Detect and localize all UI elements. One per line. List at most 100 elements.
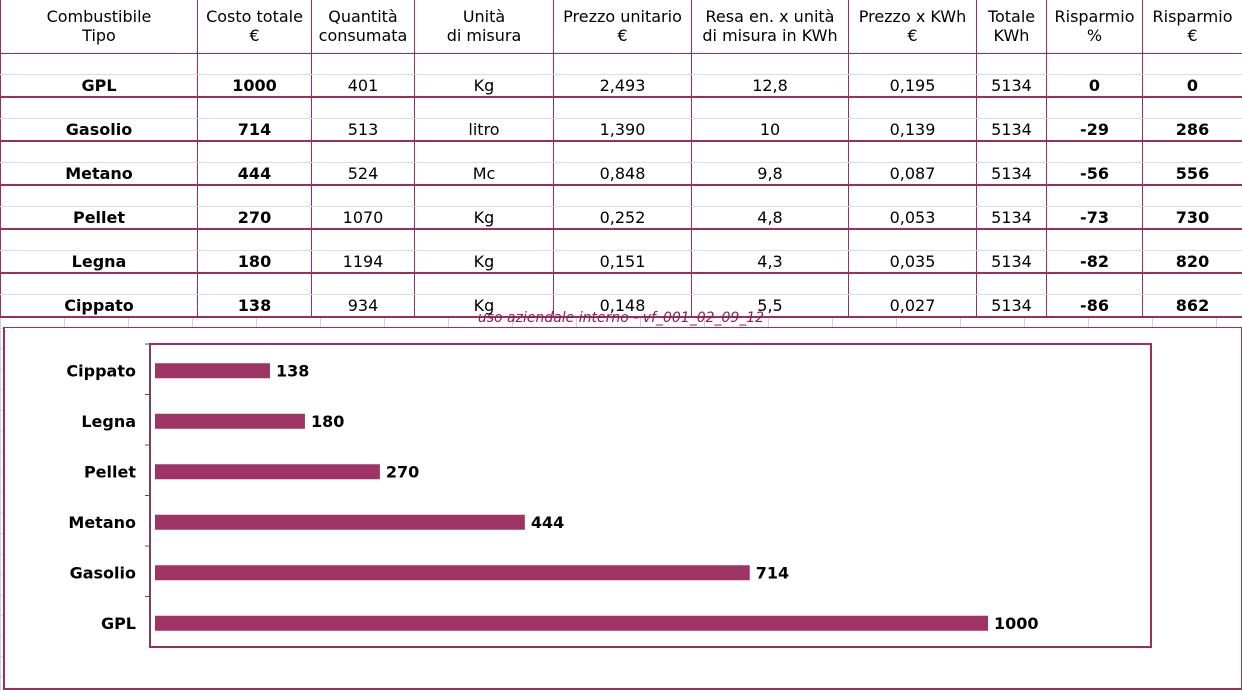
cell-energy-yield[interactable]: 4,8: [691, 206, 849, 230]
bar-metano: [155, 514, 525, 530]
cell-saving-euro[interactable]: 862: [1142, 294, 1242, 318]
spacer-cell: [691, 229, 849, 251]
header-energy-yield: di misura in KWh: [691, 26, 849, 54]
cell-saving-percent[interactable]: -73: [1046, 206, 1143, 230]
cell-price-per-kwh[interactable]: 0,053: [848, 206, 977, 230]
cell-unit[interactable]: Mc: [414, 162, 554, 186]
cell-energy-yield[interactable]: 4,3: [691, 250, 849, 274]
spacer-cell: [197, 97, 312, 119]
spacer-cell: [0, 53, 198, 75]
spacer-cell: [414, 273, 554, 295]
spacer-cell: [311, 273, 415, 295]
cell-quantity[interactable]: 1070: [311, 206, 415, 230]
cell-total-kwh[interactable]: 5134: [976, 294, 1047, 318]
spacer-cell: [691, 185, 849, 207]
cell-quantity[interactable]: 524: [311, 162, 415, 186]
header-unit: Unità: [414, 0, 554, 26]
cell-total-kwh[interactable]: 5134: [976, 118, 1047, 142]
cell-unit-price[interactable]: 0,848: [553, 162, 692, 186]
cell-quantity[interactable]: 401: [311, 74, 415, 98]
cell-unit-price[interactable]: 0,148: [553, 294, 692, 318]
header-quantity: Quantità: [311, 0, 415, 26]
cell-total-kwh[interactable]: 5134: [976, 74, 1047, 98]
spacer-cell: [197, 185, 312, 207]
cell-saving-percent[interactable]: -82: [1046, 250, 1143, 274]
cell-price-per-kwh[interactable]: 0,139: [848, 118, 977, 142]
cell-fuel-type[interactable]: Cippato: [0, 294, 198, 318]
spacer-cell: [414, 53, 554, 75]
cell-unit-price[interactable]: 2,493: [553, 74, 692, 98]
spacer-cell: [1046, 53, 1143, 75]
spacer-row: [0, 53, 1242, 75]
cell-fuel-type[interactable]: Legna: [0, 250, 198, 274]
cell-total-cost[interactable]: 180: [197, 250, 312, 274]
header-unit-price: Prezzo unitario: [553, 0, 692, 26]
cell-saving-percent[interactable]: 0: [1046, 74, 1143, 98]
cell-saving-percent[interactable]: -86: [1046, 294, 1143, 318]
spacer-cell: [1142, 97, 1242, 119]
data-label: 714: [756, 563, 789, 582]
data-label: 138: [276, 361, 309, 380]
spacer-cell: [414, 141, 554, 163]
cell-saving-euro[interactable]: 730: [1142, 206, 1242, 230]
cell-quantity[interactable]: 513: [311, 118, 415, 142]
cell-total-cost[interactable]: 138: [197, 294, 312, 318]
data-label: 180: [311, 412, 344, 431]
spacer-cell: [848, 141, 977, 163]
cell-saving-euro[interactable]: 820: [1142, 250, 1242, 274]
cell-saving-euro[interactable]: 286: [1142, 118, 1242, 142]
cell-unit[interactable]: Kg: [414, 74, 554, 98]
bar-cippato: [155, 363, 270, 379]
category-label: Legna: [81, 412, 136, 431]
spacer-cell: [976, 53, 1047, 75]
cell-fuel-type[interactable]: Pellet: [0, 206, 198, 230]
cell-quantity[interactable]: 1194: [311, 250, 415, 274]
spacer-cell: [197, 273, 312, 295]
cell-total-kwh[interactable]: 5134: [976, 250, 1047, 274]
cell-energy-yield[interactable]: 10: [691, 118, 849, 142]
cell-saving-percent[interactable]: -29: [1046, 118, 1143, 142]
spacer-cell: [553, 185, 692, 207]
spacer-cell: [848, 53, 977, 75]
cell-total-kwh[interactable]: 5134: [976, 162, 1047, 186]
cell-unit[interactable]: Kg: [414, 250, 554, 274]
cell-saving-percent[interactable]: -56: [1046, 162, 1143, 186]
cell-total-cost[interactable]: 444: [197, 162, 312, 186]
cell-price-per-kwh[interactable]: 0,035: [848, 250, 977, 274]
spacer-cell: [197, 229, 312, 251]
header-total-cost: Costo totale: [197, 0, 312, 26]
cell-unit-price[interactable]: 0,151: [553, 250, 692, 274]
fuel-cost-table: Combustibile Costo totale Quantità Unità Pre…: [0, 0, 1242, 318]
spacer-cell: [848, 273, 977, 295]
spacer-cell: [1046, 229, 1143, 251]
cell-unit-price[interactable]: 0,252: [553, 206, 692, 230]
header-price-per-kwh: Prezzo x KWh: [848, 0, 977, 26]
cell-energy-yield[interactable]: 12,8: [691, 74, 849, 98]
category-label: Gasolio: [70, 563, 136, 582]
cell-total-cost[interactable]: 270: [197, 206, 312, 230]
table-row: Cippato 138 934 Kg 0,148 5,5 0,027 5134 -86 862: [0, 294, 1242, 318]
cell-unit[interactable]: litro: [414, 118, 554, 142]
cell-unit[interactable]: Kg: [414, 206, 554, 230]
cell-total-kwh[interactable]: 5134: [976, 206, 1047, 230]
footer-note: uso aziendale interno - vf_001_02_09_12: [477, 310, 765, 326]
cell-quantity[interactable]: 934: [311, 294, 415, 318]
spacer-cell: [691, 97, 849, 119]
cell-unit-price[interactable]: 1,390: [553, 118, 692, 142]
spacer-cell: [553, 53, 692, 75]
cell-fuel-type[interactable]: Gasolio: [0, 118, 198, 142]
cell-energy-yield[interactable]: 5,5: [691, 294, 849, 318]
cell-total-cost[interactable]: 1000: [197, 74, 312, 98]
spacer-cell: [414, 229, 554, 251]
cell-fuel-type[interactable]: Metano: [0, 162, 198, 186]
cell-unit[interactable]: Kg: [414, 294, 554, 318]
cell-saving-euro[interactable]: 556: [1142, 162, 1242, 186]
cell-energy-yield[interactable]: 9,8: [691, 162, 849, 186]
cell-price-per-kwh[interactable]: 0,087: [848, 162, 977, 186]
cell-saving-euro[interactable]: 0: [1142, 74, 1242, 98]
cell-total-cost[interactable]: 714: [197, 118, 312, 142]
cell-fuel-type[interactable]: GPL: [0, 74, 198, 98]
header-total-kwh: Totale: [976, 0, 1047, 26]
cell-price-per-kwh[interactable]: 0,195: [848, 74, 977, 98]
cell-price-per-kwh[interactable]: 0,027: [848, 294, 977, 318]
